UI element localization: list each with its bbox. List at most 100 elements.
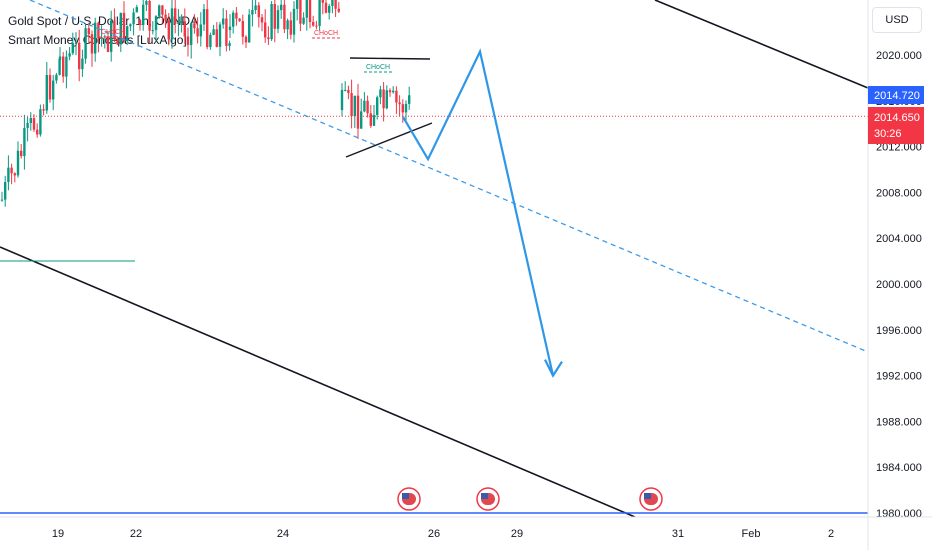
candle — [331, 0, 334, 6]
candle — [308, 0, 312, 22]
choch-label: CHoCH — [366, 64, 390, 71]
candle — [340, 90, 344, 110]
candle — [36, 129, 39, 135]
time-tick-label: 2 — [828, 528, 834, 540]
candle — [241, 21, 244, 37]
candle — [110, 20, 113, 52]
candle — [382, 89, 385, 109]
candle — [65, 56, 68, 77]
candle — [401, 104, 404, 113]
candle — [177, 22, 180, 24]
candle — [296, 0, 299, 9]
time-axis[interactable]: 19 22 24 26 29 31 Feb 2 — [0, 516, 932, 540]
candle — [273, 3, 276, 29]
candle — [81, 58, 84, 70]
price-tick-label: 2004.000 — [876, 233, 922, 245]
candle — [48, 75, 52, 100]
candle — [283, 4, 286, 30]
candle — [55, 74, 58, 81]
candle — [116, 39, 119, 45]
candle — [238, 18, 241, 22]
us-flag-icon — [639, 487, 663, 511]
candle — [13, 173, 16, 176]
time-tick-label: 26 — [428, 528, 440, 540]
candle — [45, 75, 48, 111]
candle — [248, 14, 251, 43]
candle — [58, 56, 62, 60]
candle — [366, 100, 369, 114]
time-tick-label: 22 — [130, 528, 142, 540]
price-axis[interactable]: 2020.0002016.0002012.0002008.0002004.000… — [867, 0, 922, 550]
candle — [100, 37, 103, 39]
candle — [376, 97, 379, 115]
candle — [254, 5, 257, 10]
price-tick-label: 1992.000 — [876, 371, 922, 383]
dashed-trend-line — [29, 0, 868, 353]
time-tick-label: 31 — [672, 528, 684, 540]
choch-label: CHoCH — [101, 29, 125, 36]
candle — [26, 123, 29, 128]
candle — [318, 0, 321, 26]
candle — [302, 17, 305, 24]
candle — [97, 22, 100, 39]
triangle-bottom-line — [345, 122, 433, 158]
candle — [289, 20, 292, 35]
price-tick-label: 2020.000 — [876, 50, 922, 62]
candle — [158, 5, 161, 17]
price-tick-label: 1984.000 — [876, 462, 922, 474]
candle — [299, 0, 302, 24]
candle — [202, 9, 206, 25]
candle — [199, 24, 202, 37]
candle — [71, 43, 74, 54]
candle — [87, 28, 90, 35]
candle — [135, 7, 138, 13]
price-tag-blue — [868, 86, 924, 104]
candle — [190, 23, 193, 45]
price-tag-red — [868, 107, 924, 144]
price-tick-label: 1996.000 — [876, 325, 922, 337]
us-flag-icon — [476, 487, 500, 511]
candle — [398, 102, 401, 105]
candle — [206, 9, 209, 48]
candle — [145, 1, 148, 5]
price-tick-label: 2008.000 — [876, 187, 922, 199]
candle — [328, 5, 331, 13]
candle — [408, 95, 411, 104]
triangle-top-line — [349, 57, 431, 60]
candle — [228, 43, 231, 46]
candle — [225, 18, 228, 46]
candle — [161, 5, 164, 15]
currency-button[interactable]: USD — [872, 7, 922, 33]
projection-path — [402, 48, 555, 376]
candle — [260, 17, 264, 23]
candle — [23, 127, 26, 157]
candle — [212, 29, 215, 35]
candle — [0, 199, 4, 201]
candle — [379, 89, 382, 98]
candle — [372, 114, 376, 126]
indicator-title[interactable]: Smart Money Concepts [LuxAlgo] — [8, 33, 187, 47]
candle — [180, 21, 183, 23]
candle — [74, 42, 78, 44]
candle — [164, 14, 167, 21]
candle — [78, 42, 81, 70]
candle — [20, 150, 23, 157]
candle — [228, 26, 232, 30]
candle — [257, 5, 260, 18]
time-tick-label: Feb — [742, 528, 761, 540]
candle — [132, 12, 135, 25]
candle — [218, 24, 222, 47]
candle — [264, 22, 267, 38]
candle — [4, 182, 7, 200]
candle — [222, 18, 225, 25]
candle — [138, 20, 142, 25]
candle — [404, 103, 408, 113]
price-tags: 2014.720 2014.650 30:26 — [868, 86, 924, 144]
candle — [385, 90, 388, 109]
time-tick-label: 19 — [52, 528, 64, 540]
price-tick-label: 2000.000 — [876, 279, 922, 291]
candle — [151, 30, 154, 32]
candle — [360, 111, 363, 129]
candle — [350, 93, 353, 117]
